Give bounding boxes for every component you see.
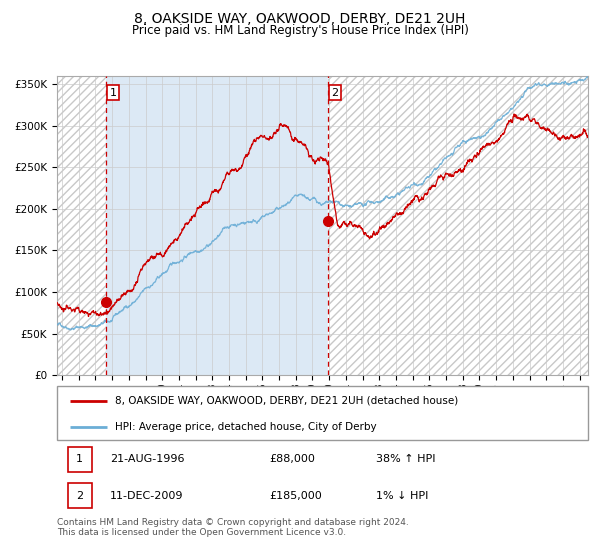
FancyBboxPatch shape: [68, 483, 92, 508]
Bar: [57, 76, 106, 375]
Text: 1: 1: [109, 87, 116, 97]
Bar: [328, 76, 588, 375]
Bar: [106, 76, 328, 375]
Text: £185,000: £185,000: [269, 491, 322, 501]
Text: 11-DEC-2009: 11-DEC-2009: [110, 491, 184, 501]
Text: HPI: Average price, detached house, City of Derby: HPI: Average price, detached house, City…: [115, 422, 377, 432]
FancyBboxPatch shape: [57, 386, 588, 440]
Text: Price paid vs. HM Land Registry's House Price Index (HPI): Price paid vs. HM Land Registry's House …: [131, 24, 469, 37]
Bar: [57, 76, 106, 375]
Text: 8, OAKSIDE WAY, OAKWOOD, DERBY, DE21 2UH (detached house): 8, OAKSIDE WAY, OAKWOOD, DERBY, DE21 2UH…: [115, 396, 458, 406]
Text: 2: 2: [76, 491, 83, 501]
Text: 38% ↑ HPI: 38% ↑ HPI: [376, 454, 435, 464]
Text: Contains HM Land Registry data © Crown copyright and database right 2024.
This d: Contains HM Land Registry data © Crown c…: [57, 518, 409, 538]
Text: 2: 2: [332, 87, 338, 97]
Text: £88,000: £88,000: [269, 454, 315, 464]
Text: 21-AUG-1996: 21-AUG-1996: [110, 454, 185, 464]
Text: 1% ↓ HPI: 1% ↓ HPI: [376, 491, 428, 501]
Bar: [328, 76, 588, 375]
Text: 1: 1: [76, 454, 83, 464]
Text: 8, OAKSIDE WAY, OAKWOOD, DERBY, DE21 2UH: 8, OAKSIDE WAY, OAKWOOD, DERBY, DE21 2UH: [134, 12, 466, 26]
FancyBboxPatch shape: [68, 447, 92, 472]
